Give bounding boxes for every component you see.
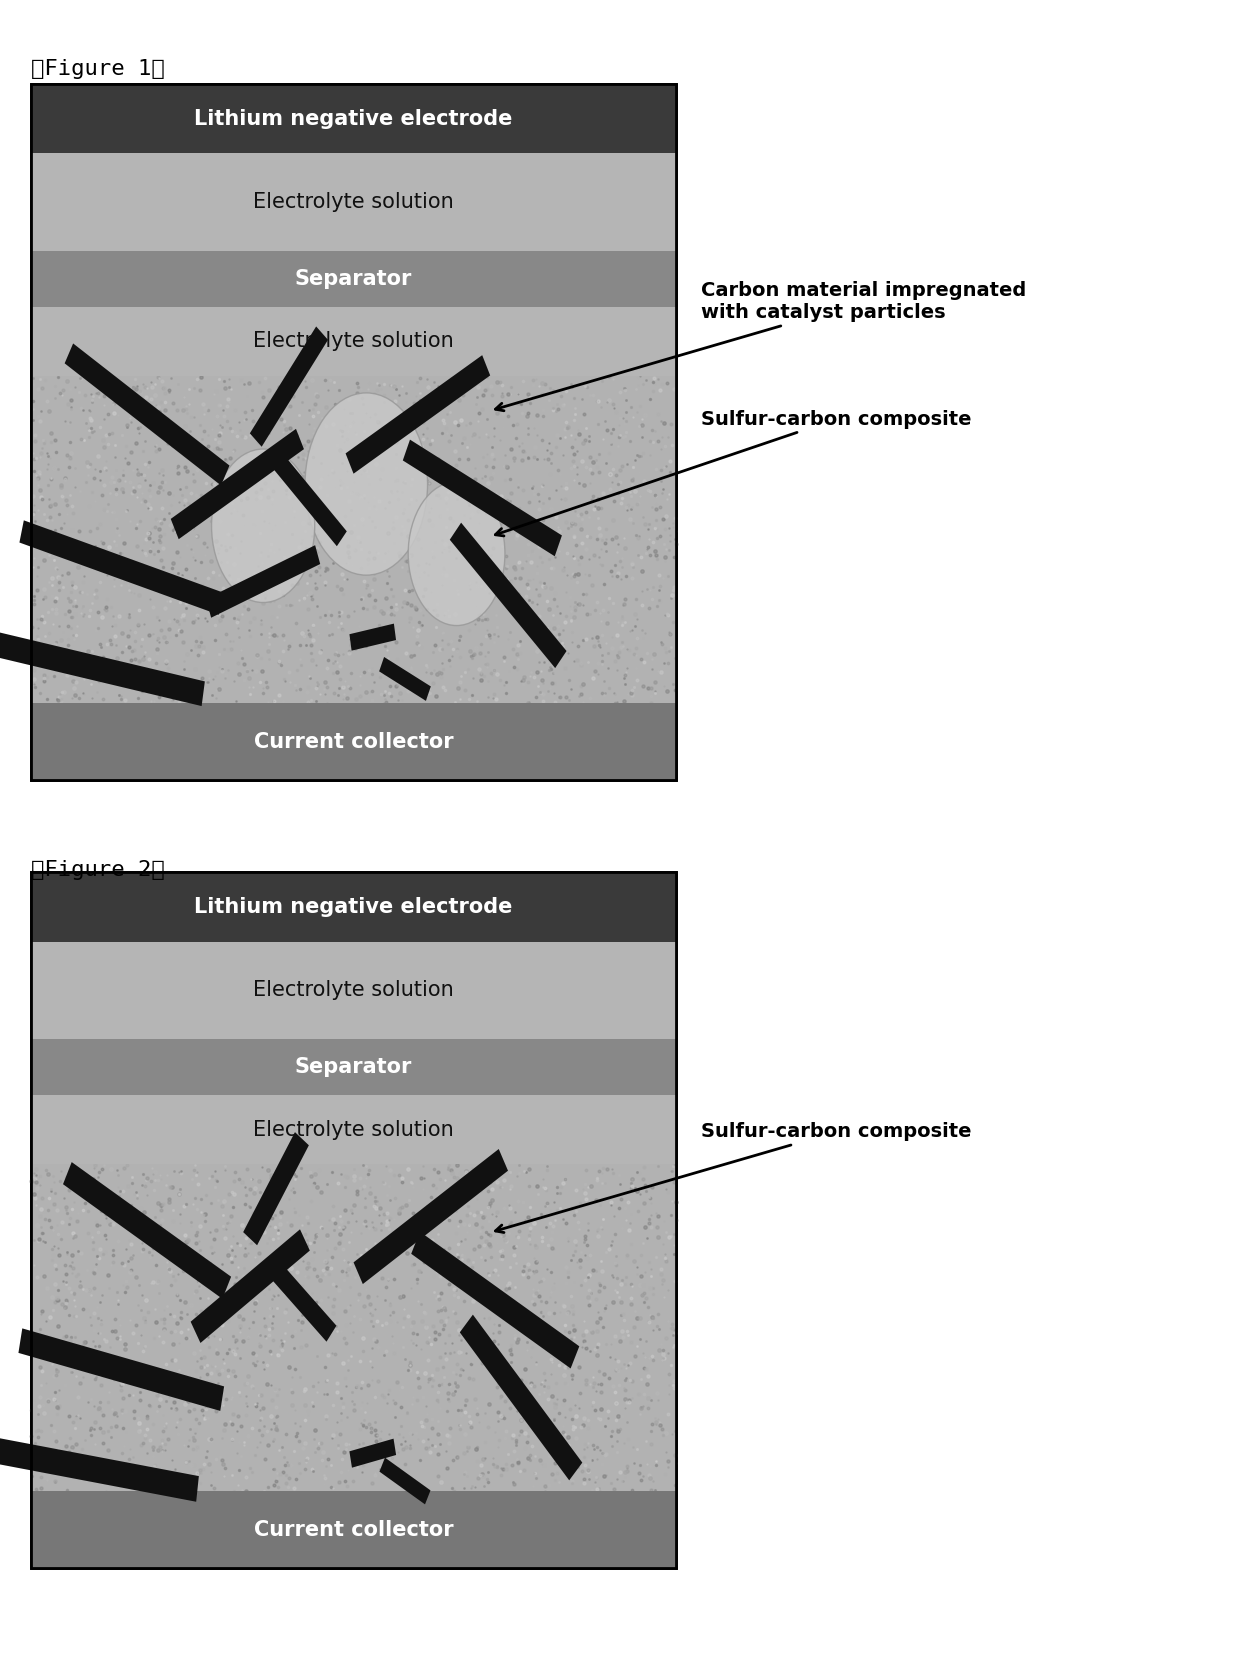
Polygon shape (0, 624, 205, 706)
Bar (31, 154, 676, 252)
Polygon shape (191, 1229, 310, 1343)
Polygon shape (206, 545, 320, 617)
Text: Carbon material impregnated
with catalyst particles: Carbon material impregnated with catalys… (496, 282, 1025, 411)
Bar (31, 1095, 676, 1164)
Ellipse shape (212, 449, 315, 602)
Bar (31, 872, 676, 1568)
Bar (31, 84, 676, 780)
Bar (31, 1164, 676, 1491)
Text: Current collector: Current collector (254, 731, 453, 751)
Bar (31, 307, 676, 376)
Polygon shape (0, 1432, 198, 1501)
Polygon shape (64, 344, 229, 485)
Bar (31, 872, 676, 942)
Bar (31, 84, 676, 154)
Polygon shape (171, 429, 304, 540)
Text: Electrolyte solution: Electrolyte solution (253, 1120, 454, 1140)
Text: Electrolyte solution: Electrolyte solution (253, 332, 454, 352)
Polygon shape (20, 520, 223, 615)
Polygon shape (63, 1162, 231, 1298)
Text: Separator: Separator (295, 268, 412, 288)
Text: 』Figure 1】: 』Figure 1】 (31, 59, 165, 79)
Bar (31, 376, 676, 703)
Polygon shape (460, 1315, 583, 1481)
Text: 』Figure 2】: 』Figure 2】 (31, 860, 165, 880)
Polygon shape (450, 523, 567, 667)
Polygon shape (353, 1149, 508, 1285)
Text: Electrolyte solution: Electrolyte solution (253, 193, 454, 213)
Bar (31, 872, 676, 1568)
Polygon shape (267, 1258, 336, 1342)
Ellipse shape (408, 481, 505, 626)
Bar (31, 252, 676, 307)
Polygon shape (19, 1328, 224, 1410)
Text: Separator: Separator (295, 1057, 412, 1077)
Text: Current collector: Current collector (254, 1519, 453, 1539)
Bar (31, 1491, 676, 1568)
Polygon shape (379, 657, 430, 701)
Bar (31, 84, 676, 780)
Polygon shape (249, 327, 329, 446)
Polygon shape (350, 624, 396, 651)
Text: Lithium negative electrode: Lithium negative electrode (195, 109, 512, 129)
Polygon shape (403, 439, 562, 557)
Polygon shape (243, 1132, 309, 1246)
Polygon shape (270, 449, 347, 547)
Text: Electrolyte solution: Electrolyte solution (253, 981, 454, 1001)
Text: Sulfur-carbon composite: Sulfur-carbon composite (495, 409, 971, 537)
Polygon shape (346, 356, 490, 473)
Polygon shape (379, 1457, 430, 1504)
Bar (31, 942, 676, 1040)
Polygon shape (412, 1231, 579, 1368)
Text: Sulfur-carbon composite: Sulfur-carbon composite (496, 1122, 971, 1233)
Ellipse shape (305, 392, 428, 575)
Bar (31, 703, 676, 780)
Bar (31, 1040, 676, 1095)
Text: Lithium negative electrode: Lithium negative electrode (195, 897, 512, 917)
Polygon shape (350, 1439, 396, 1467)
